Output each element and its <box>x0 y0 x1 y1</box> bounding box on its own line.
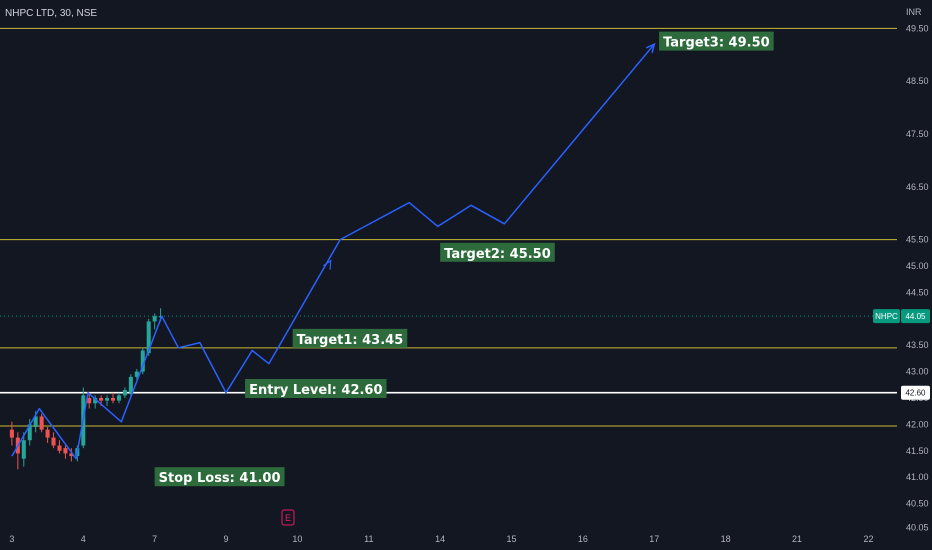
time-tick-label: 7 <box>152 534 157 544</box>
annotation-box <box>154 467 285 487</box>
candle-body <box>33 416 38 428</box>
candle-body <box>122 390 127 396</box>
earnings-icon[interactable] <box>281 509 295 526</box>
candle-body <box>9 429 14 438</box>
candle-body <box>110 398 116 401</box>
time-tick-label: 17 <box>649 534 659 544</box>
annotation-box <box>245 379 387 399</box>
candle-body <box>57 445 62 451</box>
candle-body <box>87 398 92 404</box>
price-tick-label: 41.50 <box>906 446 929 456</box>
candle-body <box>128 376 133 393</box>
candle-body <box>93 398 98 404</box>
annotation-box <box>292 328 408 348</box>
annotation-box <box>440 242 555 262</box>
annotation-label[interactable]: Target1: 43.45 <box>292 328 408 348</box>
time-tick-label: 15 <box>507 534 517 544</box>
time-tick-label: 18 <box>721 534 731 544</box>
price-tags: NHPC 44.05 42.60 <box>873 309 930 400</box>
time-tick-label: 16 <box>578 534 588 544</box>
candle-body <box>99 398 104 401</box>
entry-price-tag-box <box>901 385 930 400</box>
candle-body <box>116 395 121 401</box>
price-tick-label: 44.50 <box>906 287 929 297</box>
annotation-label[interactable]: Stop Loss: 41.00 <box>154 467 285 487</box>
time-tick-label: 4 <box>81 534 86 544</box>
price-tick-label: 40.05 <box>906 522 929 532</box>
candle-body <box>39 416 44 430</box>
annotation-label[interactable]: Entry Level: 42.60 <box>245 379 387 399</box>
price-tick-label: 42.00 <box>906 419 929 429</box>
time-tick-label: 10 <box>292 534 302 544</box>
candle-body <box>51 437 56 446</box>
price-tick-label: 43.00 <box>906 367 929 377</box>
annotation-text: Stop Loss: 41.00 <box>159 471 281 486</box>
price-tick-label: 46.50 <box>906 182 929 192</box>
time-axis[interactable]: 3 4 7 9 10 11 14 15 16 17 18 21 22 <box>9 534 873 544</box>
candle-body <box>27 424 32 441</box>
price-axis[interactable]: 40.0540.5041.0041.5042.0042.5043.0043.50… <box>906 23 929 532</box>
last-price-tag-text: 44.05 <box>905 312 926 321</box>
time-tick-label: 3 <box>9 534 14 544</box>
candle-body <box>152 316 157 322</box>
candle-body <box>69 453 74 457</box>
currency-label: INR <box>906 7 922 17</box>
price-tick-label: 45.00 <box>906 261 929 271</box>
projection-path[interactable] <box>11 42 656 460</box>
annotation-text: Entry Level: 42.60 <box>249 383 382 398</box>
price-tick-label: 48.50 <box>906 76 929 86</box>
projection-arrowhead <box>645 42 656 54</box>
price-tick-label: 41.00 <box>906 472 929 482</box>
symbol-tag-box <box>873 309 900 324</box>
price-tick-label: 43.50 <box>906 340 929 350</box>
earnings-marker[interactable]: E <box>281 509 295 526</box>
candle-body <box>45 429 50 438</box>
candle-body <box>134 371 139 377</box>
annotation-box <box>659 31 774 51</box>
time-tick-label: 22 <box>863 534 873 544</box>
symbol-title[interactable]: NHPC LTD, 30, NSE <box>5 8 98 19</box>
annotation-text: Target1: 43.45 <box>297 333 404 348</box>
projection-line[interactable] <box>11 43 655 460</box>
candle-body <box>105 398 110 401</box>
annotation-text: Target2: 45.50 <box>444 247 551 262</box>
candle-body <box>21 440 26 459</box>
projection-mid-arrow <box>322 259 332 270</box>
candle-body <box>140 350 145 372</box>
entry-price-tag-text: 42.60 <box>905 389 926 398</box>
time-tick-label: 11 <box>364 534 373 544</box>
earnings-icon-glyph: E <box>285 513 291 523</box>
annotation-text: Target3: 49.50 <box>663 36 770 51</box>
annotation-label[interactable]: Target3: 49.50 <box>659 31 774 51</box>
price-tick-label: 49.50 <box>906 23 929 33</box>
time-tick-label: 9 <box>224 534 229 544</box>
annotation-labels[interactable]: Target3: 49.50 Target2: 45.50 Target1: 43.… <box>154 31 774 487</box>
price-tick-label: 45.50 <box>906 235 929 245</box>
candle-body <box>63 448 68 454</box>
time-tick-label: 21 <box>792 534 802 544</box>
annotation-label[interactable]: Target2: 45.50 <box>440 242 555 262</box>
last-price-tag-box <box>901 309 930 324</box>
candle-body <box>146 321 151 354</box>
price-tick-label: 47.50 <box>906 129 929 139</box>
price-tick-label: 40.50 <box>906 499 929 509</box>
time-tick-label: 14 <box>435 534 445 544</box>
candle-body <box>158 316 163 318</box>
symbol-tag-text: NHPC <box>875 312 898 321</box>
